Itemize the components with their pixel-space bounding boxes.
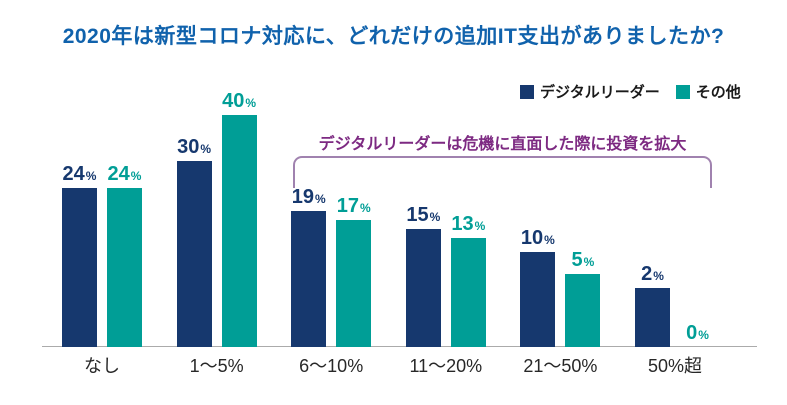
bar-value-number: 19	[291, 185, 314, 208]
bar	[520, 251, 556, 347]
bar-value-number: 13	[451, 212, 474, 235]
bar-value-percent-sign: %	[474, 218, 486, 233]
bar-value-percent-sign: %	[314, 191, 326, 206]
bar-value-number: 24	[107, 162, 130, 185]
bar-value-percent-sign: %	[130, 168, 142, 183]
bar-value-label: 10%	[506, 226, 570, 250]
bar	[221, 115, 257, 347]
bar-value-percent-sign: %	[544, 232, 555, 247]
category-label: 6〜10%	[299, 356, 364, 376]
bar	[635, 287, 670, 347]
bar-value-number: 15	[406, 203, 429, 226]
bar	[565, 274, 601, 347]
category-label: 11〜20%	[409, 356, 483, 376]
bar	[336, 219, 372, 347]
bar-value-number: 17	[336, 194, 359, 217]
bar-value-number: 30	[177, 135, 200, 158]
bar-value-label: 24%	[48, 162, 112, 186]
bar-value-number: 2	[641, 262, 653, 285]
bar	[291, 210, 327, 347]
bar-value-label: 13%	[436, 212, 500, 236]
bar-value-number: 0	[686, 322, 698, 344]
bar-value-percent-sign: %	[429, 209, 441, 224]
category-label: なし	[84, 356, 120, 376]
legend: デジタルリーダー その他	[520, 81, 741, 102]
bar-value-label: 0%	[666, 321, 730, 345]
bar-value-number: 40	[222, 90, 245, 112]
bar-value-label: 17%	[322, 194, 386, 218]
bar-value-label: 24%	[93, 162, 157, 186]
bar	[405, 228, 441, 347]
bar-value-percent-sign: %	[698, 328, 709, 342]
bar-value-number: 10	[520, 226, 544, 249]
bar-value-label: 19%	[277, 185, 341, 209]
category-label: 50%超	[647, 356, 703, 376]
bar-value-label: 2%	[621, 262, 685, 286]
legend-item-other: その他	[675, 81, 741, 102]
bar-value-percent-sign: %	[359, 200, 371, 215]
chart-title: 2020年は新型コロナ対応に、どれだけの追加IT支出がありましたか?	[62, 25, 725, 48]
legend-swatch-digital-leader	[520, 84, 534, 99]
annotation-bracket	[293, 156, 712, 188]
category-label: 1〜5%	[189, 356, 244, 376]
bar-value-percent-sign: %	[583, 255, 595, 270]
bar-value-label: 15%	[391, 203, 455, 227]
bar-value-label: 5%	[551, 248, 615, 272]
legend-swatch-other	[675, 84, 690, 99]
bar	[450, 237, 486, 347]
category-label: 21〜50%	[523, 356, 598, 376]
bar-value-label: 30%	[162, 135, 226, 159]
legend-label-digital-leader: デジタルリーダー	[540, 84, 660, 101]
x-axis-line	[42, 346, 757, 347]
bar-value-percent-sign: %	[85, 168, 97, 183]
bar	[62, 187, 97, 347]
bar	[107, 187, 142, 347]
annotation-text: デジタルリーダーは危機に直面した際に投資を拡大	[318, 136, 687, 153]
bar-value-percent-sign: %	[200, 141, 212, 156]
bar-value-number: 24	[62, 162, 85, 185]
bar-value-label: 40%	[207, 89, 271, 113]
bar	[176, 160, 212, 347]
bar-value-percent-sign: %	[653, 268, 664, 283]
bar-value-number: 5	[571, 249, 583, 272]
legend-label-other: その他	[695, 84, 741, 101]
bar-value-percent-sign: %	[245, 96, 257, 110]
legend-item-digital-leader: デジタルリーダー	[520, 81, 660, 102]
